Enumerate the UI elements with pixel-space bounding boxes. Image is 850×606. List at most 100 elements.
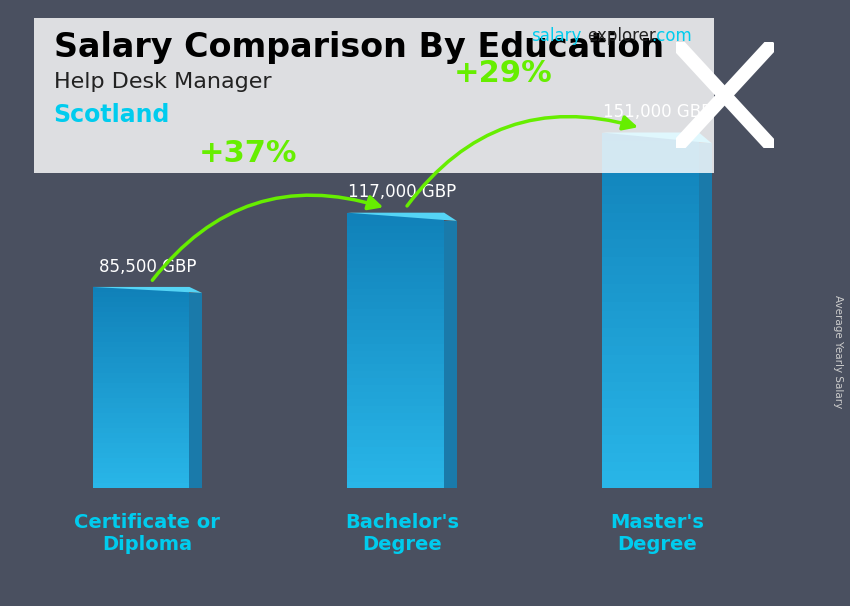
Bar [93, 378, 190, 382]
Bar [348, 254, 444, 261]
Bar [602, 150, 699, 159]
Bar [602, 133, 699, 141]
Bar [602, 204, 699, 213]
Bar [699, 143, 711, 488]
Bar [602, 337, 699, 346]
Bar [93, 423, 190, 428]
Bar [348, 468, 444, 474]
Bar [602, 355, 699, 364]
Bar [602, 453, 699, 462]
Bar [602, 418, 699, 426]
Bar [348, 247, 444, 254]
Bar [348, 406, 444, 413]
Text: Master's
Degree: Master's Degree [609, 513, 704, 554]
Bar [93, 413, 190, 418]
Bar [348, 454, 444, 461]
Bar [93, 438, 190, 443]
Bar [602, 479, 699, 488]
Bar [602, 284, 699, 293]
Bar [93, 347, 190, 353]
Text: +29%: +29% [453, 59, 552, 88]
Text: salary: salary [530, 27, 581, 45]
Bar [348, 433, 444, 440]
Bar [602, 364, 699, 373]
Bar [93, 373, 190, 378]
Bar [602, 141, 699, 150]
Bar [348, 461, 444, 468]
Polygon shape [602, 133, 711, 143]
Text: Certificate or
Diploma: Certificate or Diploma [75, 513, 220, 554]
Bar [348, 268, 444, 275]
Bar [348, 371, 444, 378]
Bar [348, 474, 444, 482]
Bar [348, 213, 444, 219]
Bar [602, 266, 699, 275]
Bar [348, 295, 444, 302]
Bar [348, 413, 444, 419]
Text: Scotland: Scotland [54, 103, 170, 127]
Bar [93, 317, 190, 322]
Bar [93, 418, 190, 423]
Bar [444, 221, 456, 488]
Bar [602, 346, 699, 355]
Bar [348, 337, 444, 344]
Bar [93, 292, 190, 297]
Bar [348, 427, 444, 433]
Bar [348, 316, 444, 323]
Bar [93, 368, 190, 373]
Bar [93, 353, 190, 358]
Bar [93, 327, 190, 332]
Bar [602, 435, 699, 444]
Text: 151,000 GBP: 151,000 GBP [603, 103, 711, 121]
Bar [602, 408, 699, 418]
Bar [93, 478, 190, 484]
Polygon shape [348, 213, 456, 221]
Bar [348, 344, 444, 351]
Bar [348, 233, 444, 240]
Bar [348, 358, 444, 364]
Bar [93, 312, 190, 317]
Bar [93, 342, 190, 347]
Bar [348, 282, 444, 288]
Bar [602, 373, 699, 382]
Bar [93, 398, 190, 403]
Bar [602, 471, 699, 479]
Text: 117,000 GBP: 117,000 GBP [348, 184, 456, 201]
Bar [348, 447, 444, 454]
Bar [602, 328, 699, 337]
Bar [348, 309, 444, 316]
Bar [602, 293, 699, 302]
Bar [602, 444, 699, 453]
Bar [93, 362, 190, 368]
Bar [348, 323, 444, 330]
Bar [348, 219, 444, 227]
Bar [93, 322, 190, 327]
Bar [93, 358, 190, 362]
Bar [93, 484, 190, 488]
Bar [602, 302, 699, 310]
Bar [348, 392, 444, 399]
Bar [348, 482, 444, 488]
Bar [93, 433, 190, 438]
Bar [348, 288, 444, 295]
Bar [348, 440, 444, 447]
Bar [602, 248, 699, 257]
Text: Bachelor's
Degree: Bachelor's Degree [345, 513, 459, 554]
Bar [602, 195, 699, 204]
Bar [602, 239, 699, 248]
Bar [602, 177, 699, 186]
Bar [93, 473, 190, 478]
Text: explorer: explorer [586, 27, 655, 45]
Bar [602, 310, 699, 319]
Bar [348, 399, 444, 406]
Bar [602, 222, 699, 230]
Bar [602, 319, 699, 328]
Bar [602, 275, 699, 284]
Bar [93, 393, 190, 398]
Bar [93, 403, 190, 408]
Bar [348, 240, 444, 247]
Bar [348, 302, 444, 309]
Bar [93, 307, 190, 312]
Bar [93, 408, 190, 413]
Bar [602, 382, 699, 391]
